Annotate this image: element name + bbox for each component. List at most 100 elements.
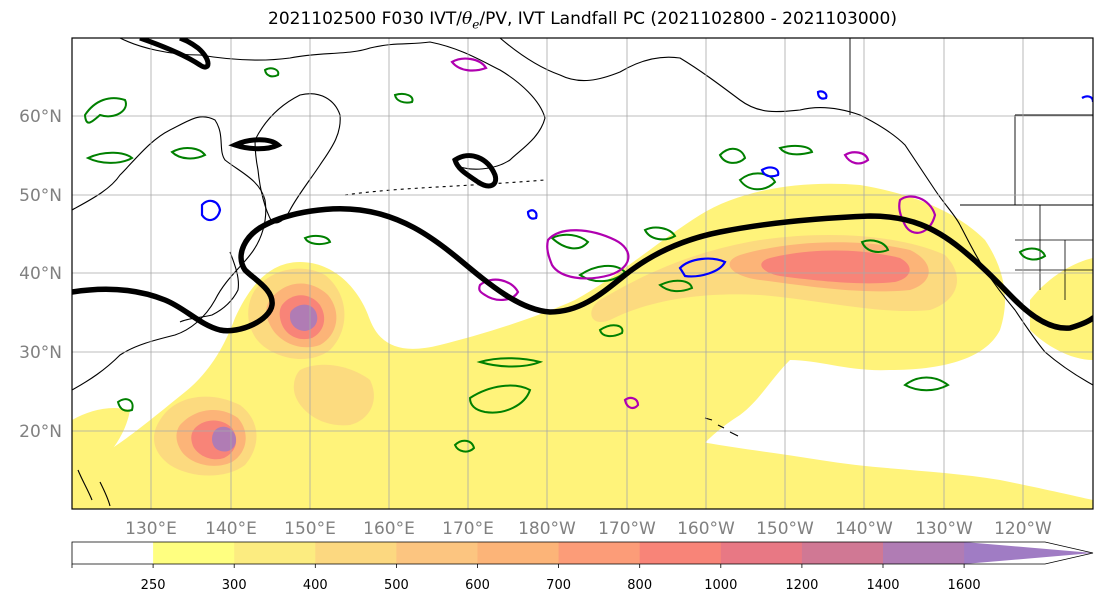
green-contour <box>85 151 134 164</box>
blue-contour <box>816 90 828 100</box>
blue-contour <box>678 257 727 278</box>
magenta-contour <box>450 57 488 72</box>
blue-contour <box>760 166 780 178</box>
ivt-level-1000-c <box>761 250 910 284</box>
green-contour <box>550 233 590 250</box>
colorbar-cell <box>72 542 154 564</box>
green-contour <box>393 92 414 104</box>
colorbar-extend-arrow <box>964 542 1093 564</box>
map-title: 2021102500 F030 IVT/θe/PV, IVT Landfall … <box>0 9 1105 31</box>
green-contour <box>643 226 677 241</box>
title-suffix: /PV, IVT Landfall PC (2021102800 - 20211… <box>479 9 897 29</box>
blue-contour <box>200 199 222 222</box>
ivt-level-1400-a <box>290 304 318 331</box>
lon-label: 160°E <box>363 519 415 539</box>
colorbar-label: 700 <box>546 578 571 593</box>
green-contour <box>263 67 280 78</box>
coastline-asia <box>72 116 267 391</box>
lon-label: 180°W <box>518 519 576 539</box>
colorbar-label: 500 <box>384 578 409 593</box>
ivt-band-south <box>400 425 1093 509</box>
green-contour <box>468 384 532 414</box>
ivt-band-east <box>1030 258 1093 360</box>
title-subscript: e <box>472 17 480 32</box>
colorbar-label: 1600 <box>948 578 981 593</box>
lon-labels: 130°E 140°E 150°E 160°E 170°E 180°W 170°… <box>125 519 1052 539</box>
colorbar-label: 600 <box>465 578 490 593</box>
lat-label: 40°N <box>19 264 62 284</box>
green-contour <box>170 147 207 160</box>
lon-label: 140°E <box>205 519 257 539</box>
colorbar-cell <box>315 542 397 564</box>
magenta-contour <box>898 195 937 234</box>
green-contour <box>860 239 890 253</box>
lat-label: 60°N <box>19 107 62 127</box>
lat-label: 20°N <box>19 422 62 442</box>
colorbar-cell <box>234 542 316 564</box>
lat-labels: 60°N 50°N 40°N 30°N 20°N <box>19 107 62 442</box>
colorbar-cell <box>477 542 560 564</box>
colorbar-cell <box>639 542 722 564</box>
pv-contour <box>72 206 1093 334</box>
title-prefix: 2021102500 F030 IVT/ <box>268 9 462 29</box>
map-frame <box>71 37 1094 510</box>
colorbar-label: 300 <box>222 578 247 593</box>
colorbar-cell <box>396 542 478 564</box>
border-canada-us <box>849 38 1093 206</box>
lon-label: 130°E <box>125 519 177 539</box>
green-contour <box>778 144 814 156</box>
lon-label: 170°E <box>442 519 494 539</box>
colorbar-cell <box>720 542 803 564</box>
magenta-contour <box>623 396 640 410</box>
map-panel <box>72 38 1093 509</box>
green-contour <box>718 147 747 164</box>
lon-label: 170°W <box>598 519 656 539</box>
coastline-alaska <box>499 38 961 226</box>
ivt-shading <box>72 183 1093 509</box>
coastline-kamchatka <box>254 93 341 224</box>
magenta-contour <box>478 278 520 301</box>
colorbar-label: 1400 <box>866 578 899 593</box>
theta-e-contours <box>83 67 1047 453</box>
title-theta: θ <box>461 9 473 29</box>
coastline-north-america <box>959 224 1093 386</box>
colorbar-frame <box>71 541 1094 565</box>
pv-closed-contour <box>452 153 499 189</box>
colorbar-labels: 250 300 400 500 600 700 800 1000 1200 1400 1600 <box>71 564 981 593</box>
gridlines <box>72 38 1093 509</box>
coastline-philippines <box>77 469 111 507</box>
colorbar-cell <box>801 542 884 564</box>
lon-label: 150°W <box>756 519 814 539</box>
coastline-aleutians <box>344 179 546 196</box>
ivt-level-400-d <box>293 364 374 426</box>
green-contour <box>476 357 544 368</box>
colorbar: 250 300 400 500 600 700 800 1000 1200 1400 1600 <box>71 541 1094 593</box>
green-contour <box>598 324 624 338</box>
colorbar-label: 1000 <box>704 578 737 593</box>
green-contour <box>1018 247 1047 261</box>
colorbar-cell <box>558 542 641 564</box>
ivt-level-1400-b <box>212 426 236 452</box>
magenta-contour <box>843 151 870 165</box>
colorbar-cell <box>883 542 965 564</box>
green-contour <box>658 279 694 293</box>
colorbar-label: 1200 <box>785 578 818 593</box>
colorbar-label: 250 <box>141 578 166 593</box>
colorbar-cell <box>153 542 235 564</box>
lon-label: 160°W <box>677 519 735 539</box>
lat-label: 30°N <box>19 343 62 363</box>
blue-contour <box>526 209 538 220</box>
pv-contour-north <box>139 38 211 70</box>
coastline-siberia-north <box>119 38 546 170</box>
green-contour <box>903 376 950 392</box>
pv-closed-contour <box>228 137 283 152</box>
colorbar-cells <box>72 542 1093 564</box>
lon-label: 140°W <box>835 519 893 539</box>
colorbar-label: 800 <box>627 578 652 593</box>
lon-label: 130°W <box>915 519 973 539</box>
border-us-states <box>1015 205 1093 300</box>
magenta-contour <box>546 229 630 280</box>
ivt-band-west <box>72 408 130 480</box>
lat-label: 50°N <box>19 186 62 206</box>
